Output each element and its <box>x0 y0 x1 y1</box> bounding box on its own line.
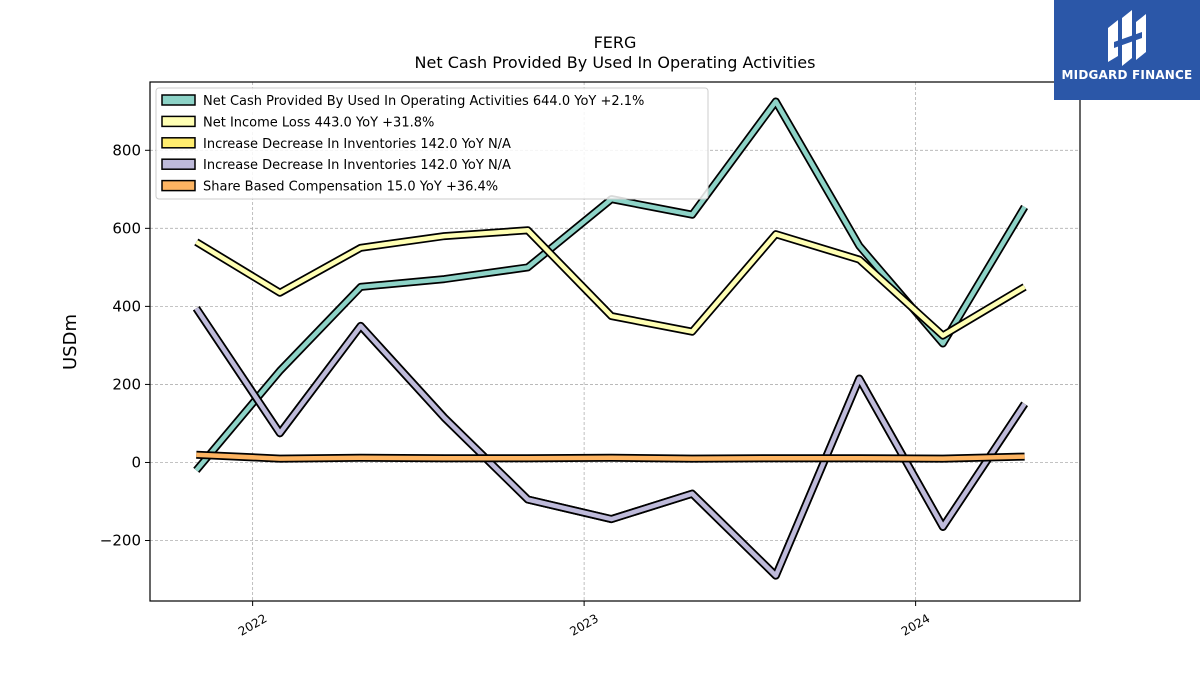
chart-title: FERG <box>594 33 637 52</box>
series-line-stroke <box>194 307 1027 578</box>
x-tick-label: 2023 <box>567 611 600 638</box>
series-line-stroke <box>195 228 1026 338</box>
legend-entry: Net Income Loss 443.0 YoY +31.8% <box>203 115 434 130</box>
y-tick-label: 400 <box>112 297 141 315</box>
legend-entry: Share Based Compensation 15.0 YoY +36.4% <box>203 180 498 195</box>
y-tick-label: −200 <box>100 532 141 550</box>
y-tick-label: 800 <box>112 141 141 159</box>
series-line-stroke <box>196 452 1025 461</box>
series-line <box>192 306 1028 580</box>
legend-swatch <box>161 158 196 170</box>
series-line-outline <box>192 306 1028 580</box>
plot-frame <box>149 81 1081 602</box>
legend-swatch <box>161 137 196 149</box>
legend: Net Cash Provided By Used In Operating A… <box>155 87 709 200</box>
series-line-outline <box>192 306 1028 580</box>
x-tick-label: 2022 <box>236 611 269 638</box>
brand-name: MIDGARD FINANCE <box>1061 68 1193 82</box>
midgard-logo-icon <box>1108 10 1146 66</box>
legend-entry: Net Cash Provided By Used In Operating A… <box>203 94 644 109</box>
series-line-outline <box>194 226 1027 340</box>
brand-logo: MIDGARD FINANCE <box>1054 0 1200 100</box>
series-line-stroke <box>194 307 1027 578</box>
series-line <box>196 450 1025 463</box>
y-tick-label: 0 <box>131 453 141 471</box>
y-tick-label: 200 <box>112 375 141 393</box>
y-axis-label: USDm <box>60 314 81 370</box>
legend-swatch <box>161 179 196 192</box>
legend-entry: Increase Decrease In Inventories 142.0 Y… <box>203 137 511 152</box>
y-tick-label: 600 <box>112 219 141 237</box>
series-line <box>192 306 1028 580</box>
series-line <box>194 226 1027 340</box>
legend-entry: Increase Decrease In Inventories 142.0 Y… <box>203 158 511 173</box>
legend-swatch <box>161 94 196 106</box>
x-tick-label: 2024 <box>899 611 932 638</box>
legend-swatch <box>161 115 196 128</box>
legend-box <box>155 87 709 200</box>
chart-subtitle: Net Cash Provided By Used In Operating A… <box>415 53 816 72</box>
